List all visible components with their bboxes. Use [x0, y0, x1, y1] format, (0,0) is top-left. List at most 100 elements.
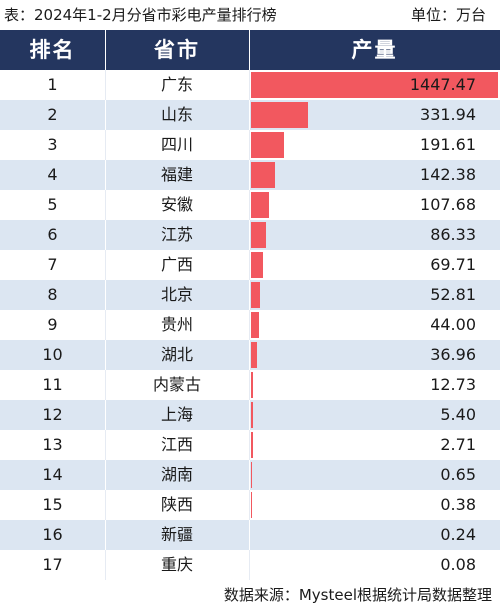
rank-cell: 9 [47, 315, 58, 334]
column-divider [249, 160, 250, 190]
province-cell: 北京 [160, 285, 193, 304]
column-divider [249, 220, 250, 250]
province-cell: 安徽 [160, 195, 193, 214]
table-footer: 数据来源：Mysteel根据统计局数据整理 [0, 580, 500, 610]
column-divider [105, 220, 106, 250]
rank-cell: 7 [47, 255, 58, 274]
column-divider [249, 70, 250, 100]
province-cell: 内蒙古 [152, 375, 201, 394]
production-cell: 0.65 [249, 460, 500, 490]
province-cell: 江苏 [160, 225, 193, 244]
column-divider [105, 100, 106, 130]
column-divider [105, 550, 106, 580]
column-divider [249, 310, 250, 340]
table-row: 9 贵州 44.00 [0, 310, 500, 340]
production-value: 44.00 [430, 315, 476, 334]
province-cell: 湖南 [160, 465, 193, 484]
rank-cell: 4 [47, 165, 58, 184]
column-divider [105, 280, 106, 310]
production-value: 69.71 [430, 255, 476, 274]
table-row: 12 上海 5.40 [0, 400, 500, 430]
province-cell: 重庆 [160, 555, 193, 574]
production-bar [251, 192, 270, 218]
table-title: 表：2024年1-2月分省市彩电产量排行榜 [4, 6, 277, 24]
province-cell: 江西 [160, 435, 193, 454]
data-source-note: 数据来源：Mysteel根据统计局数据整理 [223, 586, 492, 604]
production-bar [251, 432, 253, 458]
production-bar [251, 282, 260, 308]
column-divider [105, 340, 106, 370]
rank-cell: 17 [42, 555, 63, 574]
table-row: 11 内蒙古 12.73 [0, 370, 500, 400]
production-bar [251, 252, 263, 278]
rank-cell: 2 [47, 105, 58, 124]
column-divider [105, 250, 106, 280]
production-value: 0.38 [440, 495, 476, 514]
production-bar [251, 372, 254, 398]
column-divider [105, 30, 106, 70]
column-divider [105, 400, 106, 430]
production-value: 5.40 [440, 405, 476, 424]
production-cell: 0.08 [249, 550, 500, 580]
production-bar [251, 312, 259, 338]
production-value: 2.71 [440, 435, 476, 454]
column-divider [249, 340, 250, 370]
column-divider [105, 370, 106, 400]
column-divider [249, 550, 250, 580]
column-divider [249, 100, 250, 130]
production-cell: 69.71 [249, 250, 500, 280]
column-divider [105, 460, 106, 490]
rank-cell: 10 [42, 345, 63, 364]
production-value: 52.81 [430, 285, 476, 304]
column-divider [249, 400, 250, 430]
column-divider [249, 280, 250, 310]
production-bar [251, 162, 276, 188]
production-cell: 12.73 [249, 370, 500, 400]
province-cell: 福建 [160, 165, 193, 184]
rank-cell: 13 [42, 435, 63, 454]
column-divider [249, 370, 250, 400]
production-value: 331.94 [420, 105, 476, 124]
province-cell: 新疆 [160, 525, 193, 544]
production-value: 0.08 [440, 555, 476, 574]
table-row: 6 江苏 86.33 [0, 220, 500, 250]
rank-cell: 6 [47, 225, 58, 244]
production-value: 0.65 [440, 465, 476, 484]
production-cell: 5.40 [249, 400, 500, 430]
province-cell: 四川 [160, 135, 193, 154]
table-row: 10 湖北 36.96 [0, 340, 500, 370]
column-divider [105, 310, 106, 340]
production-cell: 191.61 [249, 130, 500, 160]
rank-cell: 14 [42, 465, 63, 484]
column-divider [249, 250, 250, 280]
column-divider [105, 190, 106, 220]
table-row: 14 湖南 0.65 [0, 460, 500, 490]
table-body: 1 广东 1447.47 2 山东 331.94 3 四川 191.61 4 福建 142.38 5 安徽… [0, 70, 500, 580]
column-divider [249, 30, 250, 70]
rank-cell: 8 [47, 285, 58, 304]
column-divider [105, 160, 106, 190]
rank-cell: 1 [47, 75, 58, 94]
province-cell: 广东 [160, 75, 193, 94]
table-row: 8 北京 52.81 [0, 280, 500, 310]
column-divider [105, 430, 106, 460]
production-bar [251, 102, 308, 128]
rank-cell: 5 [47, 195, 58, 214]
production-bar [251, 342, 258, 368]
rank-cell: 3 [47, 135, 58, 154]
table-row: 7 广西 69.71 [0, 250, 500, 280]
production-cell: 36.96 [249, 340, 500, 370]
production-cell: 44.00 [249, 310, 500, 340]
production-cell: 331.94 [249, 100, 500, 130]
production-bar [251, 222, 266, 248]
table-row: 16 新疆 0.24 [0, 520, 500, 550]
column-divider [249, 520, 250, 550]
table-row: 17 重庆 0.08 [0, 550, 500, 580]
column-divider [249, 430, 250, 460]
production-cell: 142.38 [249, 160, 500, 190]
unit-label: 单位：万台 [410, 6, 486, 24]
province-cell: 上海 [160, 405, 193, 424]
column-divider [249, 490, 250, 520]
production-cell: 107.68 [249, 190, 500, 220]
production-value: 1447.47 [409, 75, 476, 94]
